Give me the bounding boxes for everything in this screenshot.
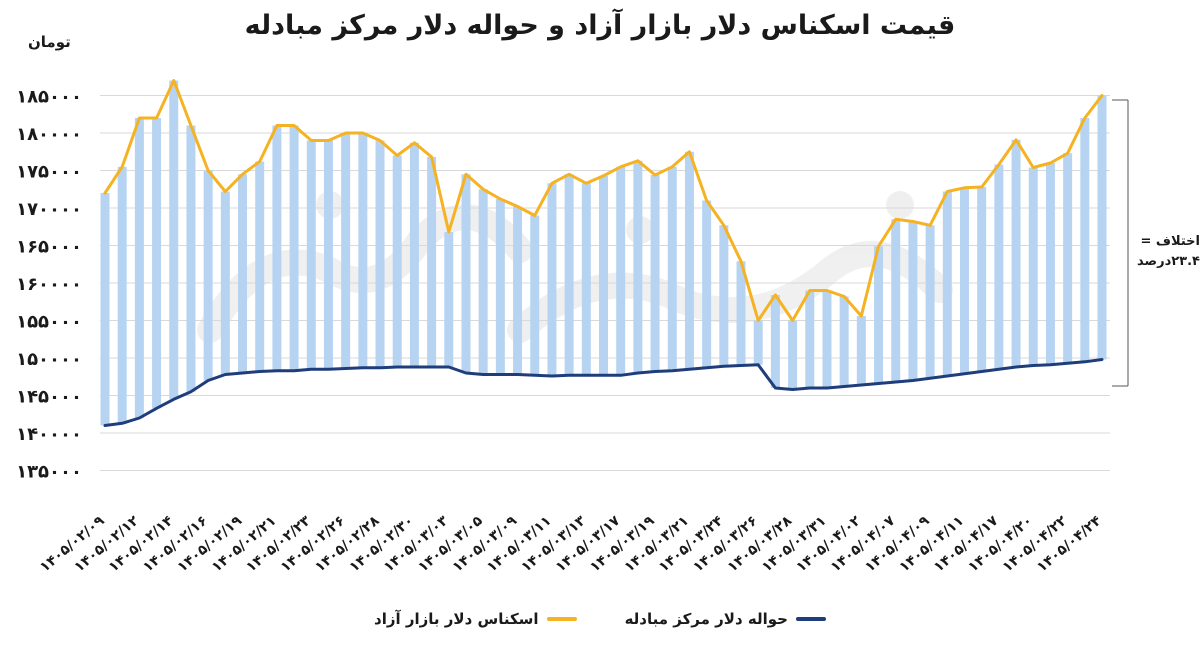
difference-value: ۲۳.۴درصد (1137, 254, 1200, 269)
legend-label-exchange-center: حواله دلار مرکز مبادله (624, 610, 788, 628)
gap-bar (788, 320, 798, 390)
gap-bar (392, 155, 402, 367)
gap-bar (117, 166, 127, 424)
gap-bar (530, 215, 540, 376)
gap-bar (341, 133, 351, 369)
gap-bar (255, 161, 265, 372)
gap-bar (684, 151, 694, 370)
y-tick-label: ۱۶۵۰۰۰ (16, 237, 82, 258)
y-tick-label: ۱۶۰۰۰۰ (16, 274, 82, 295)
chart-legend: اسکناس دلار بازار آزاد حواله دلار مرکز م… (0, 610, 1200, 628)
y-tick-label: ۱۵۰۰۰۰ (16, 349, 82, 370)
gap-bar (427, 157, 437, 367)
gap-bar (238, 174, 248, 373)
gap-bar (495, 199, 505, 375)
gap-bar (994, 164, 1004, 370)
series-line-free-market (103, 79, 1104, 322)
y-tick-label: ۱۸۰۰۰۰ (16, 124, 82, 145)
y-axis-unit: تومان (28, 33, 71, 51)
gap-bar (1080, 118, 1090, 362)
gap-bar (1045, 163, 1055, 365)
gap-bar (203, 170, 213, 381)
gap-bar (770, 295, 780, 388)
gap-bar (547, 183, 557, 376)
gap-bar (736, 261, 746, 366)
gap-bar (306, 140, 316, 370)
gap-bar (375, 140, 385, 368)
gap-bar (186, 125, 196, 392)
legend-swatch-free-market (546, 617, 577, 621)
y-tick-label: ۱۵۵۰۰۰ (16, 312, 82, 333)
gap-bar (152, 118, 162, 409)
gap-bar (633, 160, 643, 373)
y-tick-label: ۱۴۰۰۰۰ (16, 424, 82, 445)
gap-bar (650, 175, 660, 372)
legend-label-free-market: اسکناس دلار بازار آزاد (374, 610, 539, 628)
gap-bar (1063, 153, 1073, 364)
gap-bar (444, 232, 454, 367)
gap-bar (719, 225, 729, 367)
gap-bar (839, 296, 849, 387)
legend-item-exchange-center: حواله دلار مرکز مبادله (625, 610, 826, 628)
gap-bar (925, 225, 935, 379)
gap-bar (272, 125, 282, 371)
gap-bar (220, 191, 230, 375)
gap-bar (461, 174, 471, 373)
gap-bar (134, 118, 144, 418)
gap-bar (667, 166, 677, 371)
difference-bracket (1112, 99, 1129, 387)
y-tick-label: ۱۴۵۰۰۰ (16, 387, 82, 408)
gap-bar (942, 191, 952, 376)
gap-bar (409, 142, 419, 367)
gap-bar (616, 166, 626, 376)
gap-bar (100, 193, 110, 426)
series-line-exchange-center (103, 358, 1104, 427)
gap-bar (358, 133, 368, 368)
gap-bar (891, 219, 901, 382)
gap-bar (289, 125, 299, 371)
gap-bar (1028, 167, 1038, 366)
chart-title: قیمت اسکناس دلار بازار آزاد و حواله دلار… (244, 10, 956, 41)
gap-bar (169, 80, 179, 400)
series-lines (103, 79, 1104, 427)
y-tick-label: ۱۳۵۰۰۰ (16, 462, 82, 483)
gap-bar (822, 290, 832, 388)
gap-bar (599, 175, 608, 376)
y-axis-ticks: ۱۳۵۰۰۰ ۱۴۰۰۰۰ ۱۴۵۰۰۰ ۱۵۰۰۰۰ ۱۵۵۰۰۰ ۱۶۰۰۰۰ ۱۶۵۰… (16, 87, 82, 483)
gap-bar (323, 140, 333, 370)
legend-swatch-exchange-center (795, 617, 826, 621)
y-tick-label: ۱۸۵۰۰۰ (16, 87, 82, 108)
difference-annotation: اختلاف = ۲۳.۴درصد (1118, 232, 1200, 272)
gap-bar (478, 189, 488, 375)
difference-label: اختلاف = (1140, 234, 1200, 249)
x-axis-ticks: ۱۴۰۵/۰۲/۰۹۱۴۰۵/۰۲/۱۲۱۴۰۵/۰۲/۱۴۱۴۰۵/۰۲/۱۶… (37, 513, 1105, 576)
gap-bar (564, 174, 574, 376)
gap-bar (1011, 139, 1021, 367)
gap-bar (977, 187, 987, 372)
gap-bar (702, 200, 712, 368)
gap-bar (959, 187, 969, 374)
gap-bar (908, 221, 918, 381)
gap-bar (513, 206, 523, 375)
gap-bar (581, 183, 591, 376)
legend-item-free-market: اسکناس دلار بازار آزاد (374, 610, 577, 628)
gap-bar (753, 320, 763, 365)
gap-bar (1097, 95, 1107, 360)
y-tick-label: ۱۷۵۰۰۰ (16, 162, 82, 183)
gap-bar (874, 246, 884, 384)
gap-bar (805, 290, 815, 388)
gap-bar (856, 316, 866, 385)
gap-bars (100, 80, 1107, 426)
y-tick-label: ۱۷۰۰۰۰ (16, 199, 82, 220)
